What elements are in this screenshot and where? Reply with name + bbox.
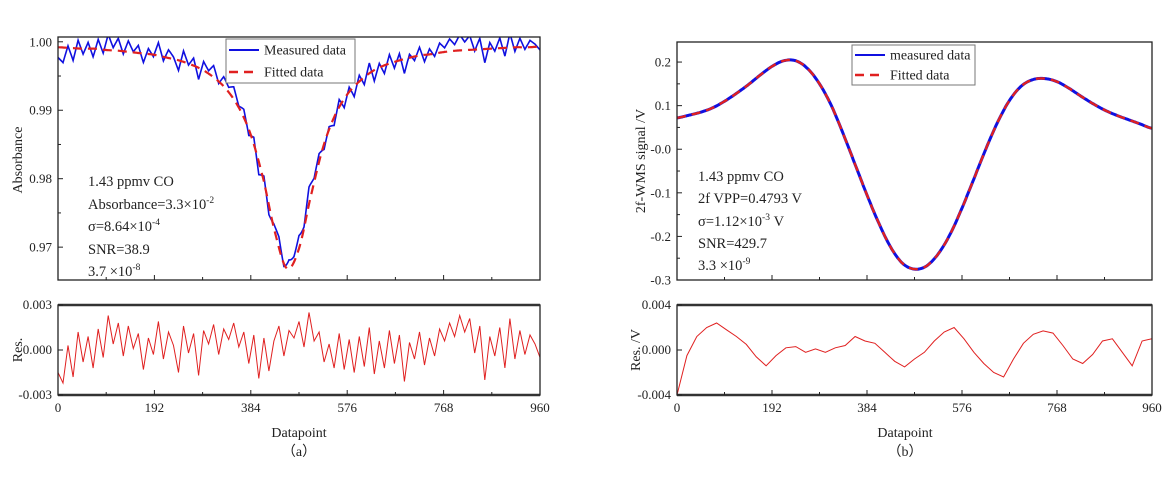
x-tick-label: 960 xyxy=(530,400,550,415)
series-measured-line xyxy=(58,37,540,268)
y-tick-label: 0.000 xyxy=(642,342,671,357)
annotation: SNR=38.9 xyxy=(88,242,150,258)
panel-b: 2f-WMS signal /V Res. /V Datapoint （b） 1… xyxy=(629,109,933,460)
y-tick-label: 0.99 xyxy=(29,103,52,118)
panel-b-plot: 0 192 384 576 768 960 0.2 0.1 -0.0 -0.1 -0.2 -0.3 0.… xyxy=(637,41,1162,415)
panel-b-annotations: 1.43 ppmv CO 2f VPP=0.4793 V σ=1.12×10-3… xyxy=(698,169,802,274)
y-tick-label: 0.97 xyxy=(29,240,52,255)
y-tick-label: -0.3 xyxy=(650,273,671,288)
legend-label: measured data xyxy=(890,49,971,64)
residual-line xyxy=(58,312,540,385)
panel-a: Absorbance Res. Datapoint （a） 1.43 ppmv … xyxy=(11,127,327,460)
panel-a-res-ylabel: Res. xyxy=(11,338,26,363)
y-tick-label: 0.2 xyxy=(655,55,671,70)
y-tick-label: 0.003 xyxy=(23,297,52,312)
y-tick-label: 0.98 xyxy=(29,171,52,186)
legend: Measured data Fitted data xyxy=(225,38,356,84)
x-tick-label: 384 xyxy=(241,400,261,415)
x-tick-label: 384 xyxy=(857,400,877,415)
panel-a-plot: 0 192 384 576 768 960 1.00 0.99 0.98 0.97 0.003 0.0… xyxy=(18,34,550,415)
x-tick-label: 0 xyxy=(55,400,62,415)
x-tick-label: 768 xyxy=(434,400,454,415)
legend: measured data Fitted data xyxy=(851,44,976,86)
x-tick-label: 576 xyxy=(337,400,357,415)
panel-b-xlabel: Datapoint xyxy=(877,426,932,441)
legend-label: Fitted data xyxy=(264,66,324,81)
annotation: SNR=429.7 xyxy=(698,236,767,252)
y-tick-label: -0.004 xyxy=(637,387,671,402)
series-fitted-line xyxy=(677,58,1152,271)
panel-b-ylabel: 2f-WMS signal /V xyxy=(634,109,649,213)
y-tick-label: -0.0 xyxy=(650,142,671,157)
panel-a-xlabel: Datapoint xyxy=(271,426,326,441)
annotation: 2f VPP=0.4793 V xyxy=(698,191,802,207)
x-tick-label: 768 xyxy=(1047,400,1067,415)
annotation: Absorbance=3.3×10-2 xyxy=(88,196,214,213)
x-tick-label: 576 xyxy=(952,400,972,415)
legend-label: Fitted data xyxy=(890,69,950,84)
x-tick-label: 0 xyxy=(674,400,681,415)
annotation: 3.7 ×10-8 xyxy=(88,263,141,280)
y-tick-label: -0.003 xyxy=(18,387,52,402)
legend-label: Measured data xyxy=(264,44,347,59)
annotation: σ=1.12×10-3 V xyxy=(698,213,785,230)
x-tick-label: 960 xyxy=(1142,400,1162,415)
panel-b-res-ylabel: Res. /V xyxy=(629,329,644,371)
y-tick-label: 0.000 xyxy=(23,342,52,357)
chart-marks: 0 192 384 576 768 960 1.00 0.99 0.98 0.97 0.003 0.0… xyxy=(18,34,1162,415)
y-tick-label: 0.004 xyxy=(642,297,672,312)
legend-box xyxy=(851,44,976,86)
panel-a-ylabel: Absorbance xyxy=(11,127,26,194)
panel-a-caption: （a） xyxy=(282,444,316,460)
legend-box xyxy=(225,38,356,84)
x-tick-label: 192 xyxy=(762,400,782,415)
y-tick-label: -0.1 xyxy=(650,185,671,200)
residual-plot-frame xyxy=(676,304,1153,396)
panel-a-annotations: 1.43 ppmv CO Absorbance=3.3×10-2 σ=8.64×… xyxy=(88,174,214,280)
x-tick-label: 192 xyxy=(145,400,165,415)
panel-b-caption: （b） xyxy=(888,444,923,460)
annotation: 3.3 ×10-9 xyxy=(698,257,751,274)
annotation: 1.43 ppmv CO xyxy=(88,174,174,190)
annotation: 1.43 ppmv CO xyxy=(698,169,784,185)
residual-line xyxy=(677,322,1152,395)
y-tick-label: -0.2 xyxy=(650,229,671,244)
y-tick-label: 1.00 xyxy=(29,34,52,49)
series-fitted-line xyxy=(58,45,540,270)
y-tick-label: 0.1 xyxy=(655,98,671,113)
residual-plot-frame xyxy=(57,304,541,396)
annotation: σ=8.64×10-4 xyxy=(88,218,160,235)
